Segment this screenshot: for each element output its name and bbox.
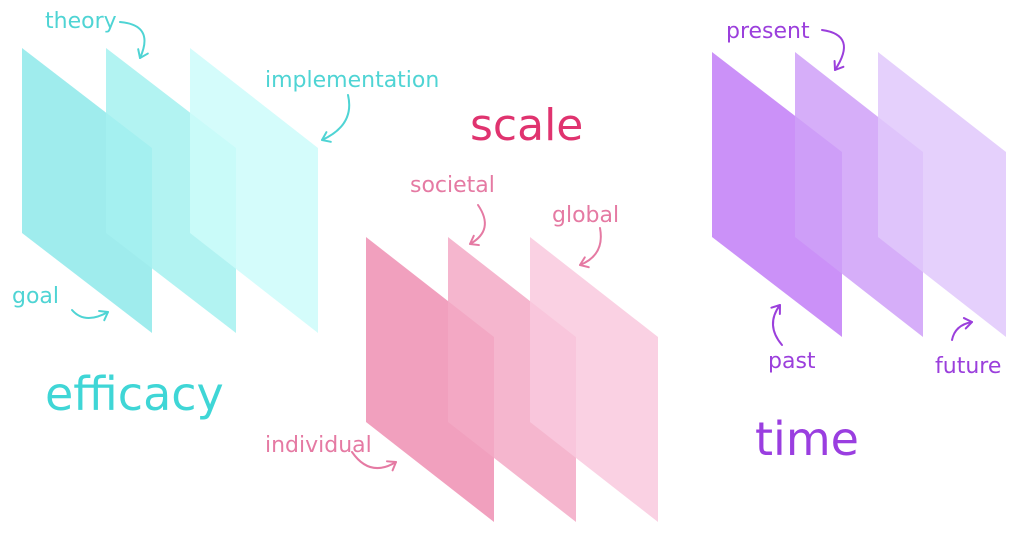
efficacy-plane-theory (106, 48, 236, 333)
scale-label-individual: individual (265, 433, 372, 458)
efficacy-label-implementation: implementation (265, 68, 439, 93)
efficacy-group: efficacy goal theory implementation (12, 9, 439, 421)
efficacy-label-theory: theory (45, 9, 117, 34)
efficacy-arrowhead-icon (137, 48, 149, 59)
time-arrowhead-icon (770, 304, 781, 315)
efficacy-curved-arrow-icon (71, 309, 109, 319)
time-label-present: present (726, 19, 810, 44)
scale-arrowhead-icon (469, 234, 480, 247)
time-curved-arrow-icon (772, 304, 783, 346)
scale-label-global: global (552, 203, 619, 228)
time-group: time past present future (712, 19, 1006, 466)
time-arrowhead-icon (962, 317, 973, 330)
scale-arrowhead-icon (579, 256, 590, 269)
efficacy-curved-arrow-icon (321, 94, 351, 141)
scale-plane-global (530, 237, 658, 522)
time-title: time (755, 412, 859, 466)
scale-curved-arrow-icon (469, 204, 486, 245)
time-label-past: past (768, 349, 816, 374)
time-plane-future (878, 52, 1006, 337)
scale-plane-societal (448, 237, 576, 522)
time-label-future: future (935, 354, 1001, 379)
scale-label-societal: societal (410, 173, 495, 198)
efficacy-plane-implementation (190, 48, 318, 333)
time-arrowhead-icon (833, 60, 845, 71)
scale-group: scale individual societal global (265, 100, 658, 522)
efficacy-arrowhead-icon (98, 309, 109, 322)
efficacy-arrowhead-icon (321, 131, 332, 143)
scale-arrowhead-icon (386, 460, 397, 472)
scale-title: scale (470, 100, 583, 151)
efficacy-curved-arrow-icon (119, 21, 146, 59)
efficacy-label-goal: goal (12, 284, 59, 309)
scale-plane-individual (366, 237, 494, 522)
time-curved-arrow-icon (951, 321, 973, 341)
scale-curved-arrow-icon (351, 451, 397, 470)
time-curved-arrow-icon (821, 29, 845, 71)
time-plane-present (795, 52, 923, 337)
scale-curved-arrow-icon (579, 227, 602, 266)
efficacy-plane-goal (22, 48, 152, 333)
time-plane-past (712, 52, 842, 337)
efficacy-title: efficacy (45, 367, 224, 421)
